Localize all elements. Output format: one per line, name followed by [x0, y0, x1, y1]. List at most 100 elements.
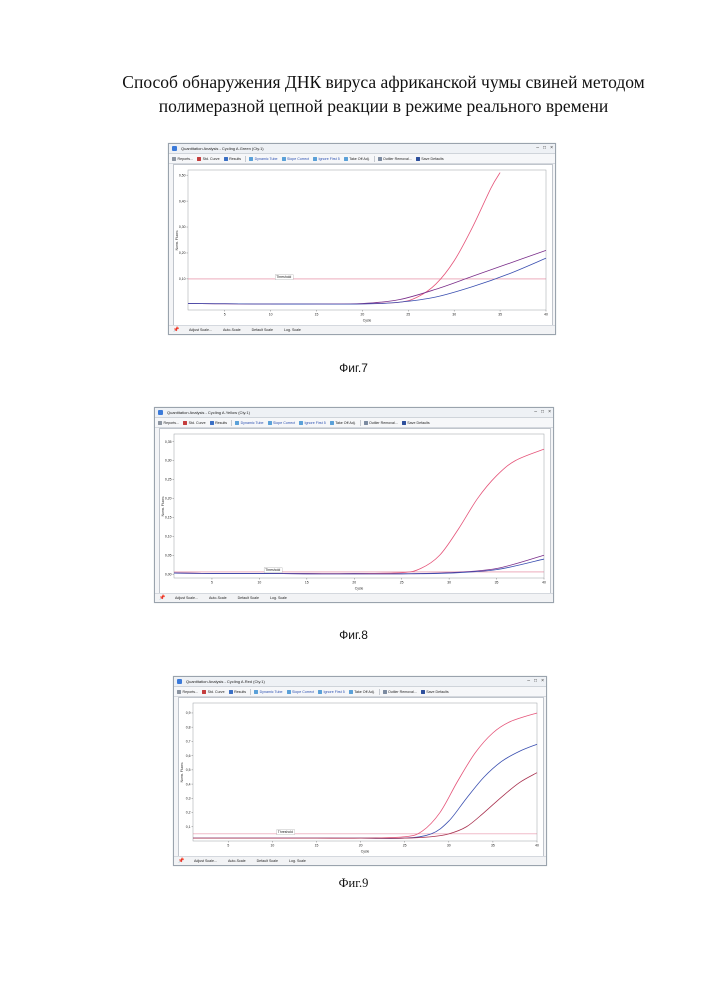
maximize-icon[interactable]: □: [534, 678, 537, 684]
figure-caption-9: Фиг.9: [0, 876, 707, 891]
x-tick-label: 10: [269, 313, 273, 317]
outlier-icon: [364, 421, 368, 425]
y-tick-label: 0,10: [179, 277, 186, 281]
outlier-removal-button[interactable]: Outlier Removal...: [378, 157, 412, 161]
auto-scale-button[interactable]: Auto-Scale: [209, 596, 227, 600]
x-tick-label: 20: [359, 844, 363, 848]
adjust-scale-button[interactable]: Adjust Scale...: [194, 859, 217, 863]
reports-button[interactable]: Reports...: [177, 690, 198, 694]
plot-area[interactable]: 0,10,20,30,40,50,60,70,80,95101520253035…: [178, 697, 544, 857]
maximize-icon[interactable]: □: [543, 145, 546, 151]
quantitation-window-fig9: Quantitation Analysis - Cycling A.Red (C…: [173, 676, 547, 866]
log-scale-button[interactable]: Log. Scale: [284, 328, 301, 332]
log-scale-button[interactable]: Log. Scale: [270, 596, 287, 600]
results-button[interactable]: Results: [224, 157, 241, 161]
toolbar-separator: [379, 689, 380, 695]
window-title: Quantitation Analysis - Cycling A.Yellow…: [167, 410, 250, 415]
adjust-scale-button[interactable]: Adjust Scale...: [189, 328, 212, 332]
y-tick-label: 0,00: [165, 572, 172, 576]
y-axis-label: Norm. Fluoro.: [180, 762, 184, 783]
x-tick-label: 10: [257, 581, 261, 585]
bottom-bar: 📌 Adjust Scale... Auto-Scale Default Sca…: [169, 325, 555, 334]
take-off-icon: [330, 421, 334, 425]
ignore-first-toggle[interactable]: Ignore First 5: [318, 690, 345, 694]
std-curve-icon: [197, 157, 201, 161]
y-tick-label: 0,35: [165, 440, 172, 444]
reports-button[interactable]: Reports...: [158, 421, 179, 425]
std-curve-button[interactable]: Std. Curve: [183, 421, 205, 425]
take-off-adj-toggle[interactable]: Take Off Adj.: [344, 157, 370, 161]
save-defaults-button[interactable]: Save Defaults: [416, 157, 444, 161]
default-scale-button[interactable]: Default Scale: [238, 596, 259, 600]
adjust-scale-button[interactable]: Adjust Scale...: [175, 596, 198, 600]
x-axis-label: Cycle: [363, 319, 372, 323]
reports-icon: [172, 157, 176, 161]
x-tick-label: 40: [542, 581, 546, 585]
minimize-icon[interactable]: –: [534, 409, 537, 415]
ignore-first-toggle[interactable]: Ignore First 5: [313, 157, 340, 161]
pin-icon[interactable]: 📌: [159, 595, 165, 601]
pin-icon[interactable]: 📌: [173, 327, 179, 333]
y-axis-label: Norm. Fluoro.: [175, 230, 179, 251]
log-scale-button[interactable]: Log. Scale: [289, 859, 306, 863]
dynamic-tube-toggle[interactable]: Dynamic Tube: [254, 690, 282, 694]
slope-correct-toggle[interactable]: Slope Correct: [268, 421, 295, 425]
plot-area[interactable]: 0,100,200,300,400,50510152025303540Cycle…: [173, 164, 553, 326]
window-title: Quantitation Analysis - Cycling A.Green …: [181, 146, 264, 151]
slope-correct-toggle[interactable]: Slope Correct: [282, 157, 309, 161]
save-defaults-button[interactable]: Save Defaults: [421, 690, 449, 694]
minimize-icon[interactable]: –: [527, 678, 530, 684]
reports-button[interactable]: Reports...: [172, 157, 193, 161]
x-tick-label: 5: [227, 844, 229, 848]
y-tick-label: 0,2: [186, 811, 191, 815]
x-tick-label: 25: [400, 581, 404, 585]
plot-area[interactable]: 0,000,050,100,150,200,250,300,3551015202…: [159, 428, 551, 594]
y-tick-label: 0,9: [186, 711, 191, 715]
results-button[interactable]: Results: [229, 690, 246, 694]
auto-scale-button[interactable]: Auto-Scale: [228, 859, 246, 863]
maximize-icon[interactable]: □: [541, 409, 544, 415]
take-off-adj-toggle[interactable]: Take Off Adj.: [330, 421, 356, 425]
y-tick-label: 0,30: [165, 459, 172, 463]
close-icon[interactable]: ×: [550, 145, 553, 151]
ignore-first-toggle[interactable]: Ignore First 5: [299, 421, 326, 425]
amplification-chart: 0,000,050,100,150,200,250,300,3551015202…: [160, 429, 550, 593]
close-icon[interactable]: ×: [541, 678, 544, 684]
slope-correct-toggle[interactable]: Slope Correct: [287, 690, 314, 694]
pin-icon[interactable]: 📌: [178, 858, 184, 864]
outlier-removal-button[interactable]: Outlier Removal...: [383, 690, 417, 694]
take-off-adj-toggle[interactable]: Take Off Adj.: [349, 690, 375, 694]
slope-correct-icon: [287, 690, 291, 694]
y-tick-label: 0,5: [186, 768, 191, 772]
ignore-first-icon: [299, 421, 303, 425]
x-axis-label: Cycle: [355, 587, 364, 591]
x-tick-label: 30: [447, 581, 451, 585]
quantitation-window-fig8: Quantitation Analysis - Cycling A.Yellow…: [154, 407, 554, 603]
default-scale-button[interactable]: Default Scale: [257, 859, 278, 863]
plot-frame: [174, 434, 544, 578]
default-scale-button[interactable]: Default Scale: [252, 328, 273, 332]
results-button[interactable]: Results: [210, 421, 227, 425]
x-tick-label: 10: [270, 844, 274, 848]
std-curve-button[interactable]: Std. Curve: [202, 690, 224, 694]
y-tick-label: 0,4: [186, 782, 191, 786]
minimize-icon[interactable]: –: [536, 145, 539, 151]
y-tick-label: 0,25: [165, 478, 172, 482]
dynamic-tube-icon: [249, 157, 253, 161]
x-tick-label: 35: [495, 581, 499, 585]
outlier-icon: [378, 157, 382, 161]
bottom-bar: 📌 Adjust Scale... Auto-Scale Default Sca…: [174, 856, 546, 865]
y-tick-label: 0,20: [165, 497, 172, 501]
x-tick-label: 25: [403, 844, 407, 848]
close-icon[interactable]: ×: [548, 409, 551, 415]
std-curve-icon: [202, 690, 206, 694]
outlier-removal-button[interactable]: Outlier Removal...: [364, 421, 398, 425]
dynamic-tube-toggle[interactable]: Dynamic Tube: [249, 157, 277, 161]
dynamic-tube-toggle[interactable]: Dynamic Tube: [235, 421, 263, 425]
title-line-2: полимеразной цепной реакции в режиме реа…: [0, 94, 707, 118]
save-defaults-button[interactable]: Save Defaults: [402, 421, 430, 425]
std-curve-button[interactable]: Std. Curve: [197, 157, 219, 161]
auto-scale-button[interactable]: Auto-Scale: [223, 328, 241, 332]
x-tick-label: 40: [535, 844, 539, 848]
toolbar-separator: [374, 156, 375, 162]
